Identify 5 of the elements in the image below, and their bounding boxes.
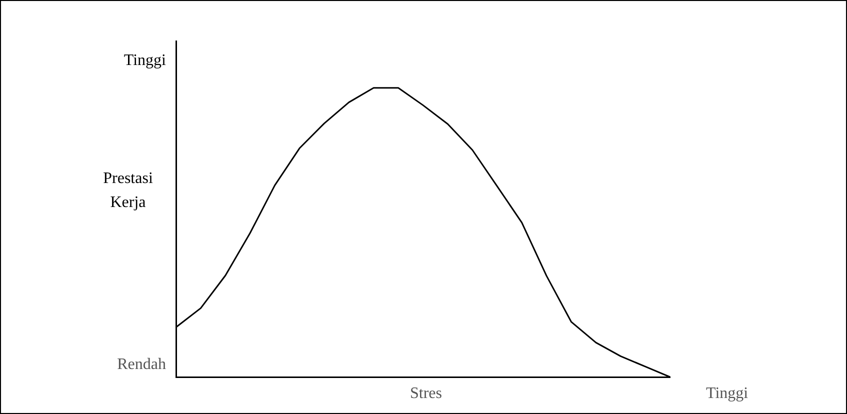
y-axis-title: Prestasi Kerja <box>103 170 154 212</box>
text: Rendah <box>117 356 166 374</box>
x-axis-title: Stres <box>410 385 442 402</box>
text: Tinggi <box>124 52 167 70</box>
text: Tinggi <box>706 385 749 402</box>
